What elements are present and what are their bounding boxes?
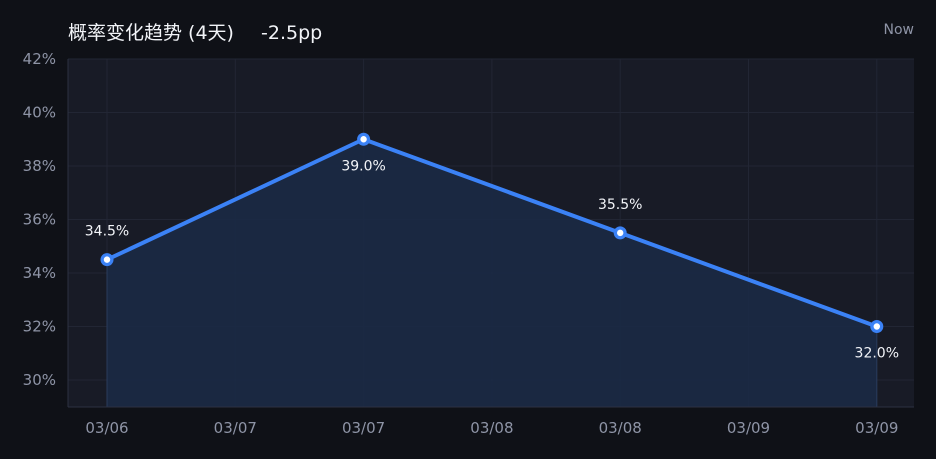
series-area	[107, 139, 877, 407]
data-label: 35.5%	[598, 197, 642, 213]
data-label: 39.0%	[341, 158, 385, 174]
data-point-center	[617, 229, 624, 237]
y-tick-label: 42%	[23, 50, 56, 68]
y-tick-label: 40%	[23, 104, 56, 122]
y-tick-label: 30%	[23, 371, 56, 389]
line-layer	[105, 137, 879, 329]
data-point-center	[360, 136, 367, 143]
y-tick-label: 32%	[23, 318, 56, 336]
delta-value: -2.5pp	[261, 22, 322, 44]
x-tick-label: 03/06	[85, 419, 128, 437]
data-point-center	[873, 323, 880, 330]
label-layer: 34.5% 39.0% 35.5% 32.0%	[85, 158, 899, 361]
x-tick-label: 03/07	[342, 419, 385, 437]
now-label: Now	[884, 22, 915, 38]
x-tick-label: 03/08	[470, 419, 513, 437]
y-tick-label: 36%	[23, 211, 56, 229]
y-tick-label: 38%	[23, 157, 56, 175]
series-line	[105, 137, 879, 329]
x-tick-label: 03/09	[727, 419, 770, 437]
data-point-center	[103, 256, 111, 263]
x-tick-label: 03/07	[214, 419, 257, 437]
axis-layer: 42% 40% 38% 36% 34% 32% 30% 03/06 03/07 03/07 03/0…	[23, 50, 914, 437]
x-tick-label: 03/08	[599, 419, 642, 437]
x-tick-label: 03/09	[855, 419, 898, 437]
data-label: 32.0%	[855, 346, 899, 362]
y-tick-label: 34%	[23, 264, 56, 282]
point-layer	[100, 132, 884, 333]
data-label: 34.5%	[85, 224, 129, 240]
chart-title: 概率变化趋势 (4天)	[68, 22, 234, 44]
area-layer	[106, 139, 878, 407]
